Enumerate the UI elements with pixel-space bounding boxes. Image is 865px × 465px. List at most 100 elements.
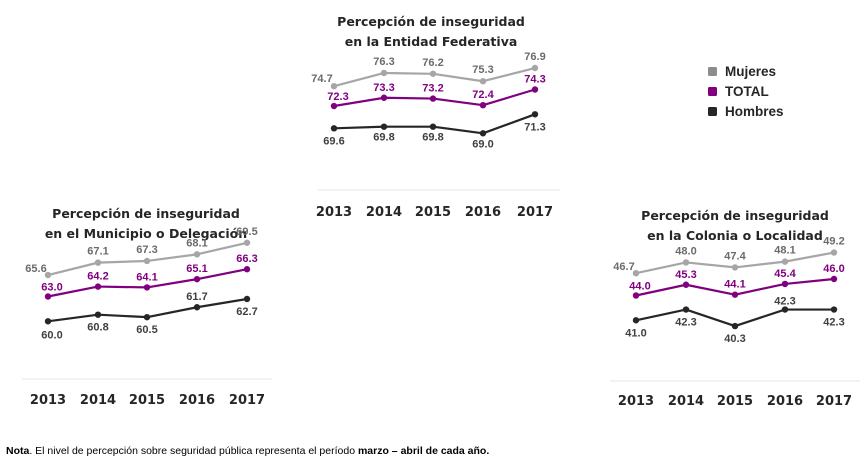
data-point [330, 82, 338, 90]
chart-entidad-federativa: Percepción de inseguridad en la Entidad … [311, 14, 560, 220]
note-lead: Nota [6, 445, 30, 457]
x-tick-label: 2017 [229, 393, 265, 408]
series-hombres: 41.0 42.3 40.3 42.3 42.3 [625, 296, 844, 346]
data-label: 49.2 [823, 236, 844, 248]
x-tick-label: 2013 [316, 205, 352, 220]
data-label: 65.1 [186, 263, 207, 275]
data-point [243, 295, 251, 303]
x-tick-label: 2015 [129, 393, 165, 408]
data-point [44, 271, 52, 279]
legend-label: Mujeres [725, 64, 776, 79]
data-label: 67.1 [87, 246, 108, 258]
data-label: 69.5 [236, 226, 257, 238]
series-total: 63.0 64.2 64.1 65.1 66.3 [41, 253, 258, 300]
x-tick-label: 2013 [618, 394, 654, 409]
data-point [531, 64, 539, 72]
data-point [44, 318, 52, 325]
data-point [731, 264, 739, 271]
data-point [632, 269, 640, 277]
data-label: 60.0 [41, 329, 62, 341]
series-line-hombres [333, 113, 536, 135]
data-label: 67.3 [136, 244, 157, 256]
chart-title-line-1: Percepción de inseguridad [641, 208, 829, 223]
legend: Mujeres TOTAL Hombres [708, 64, 784, 119]
data-label: 46.7 [613, 261, 634, 273]
data-point [380, 123, 388, 130]
legend-label: Hombres [725, 104, 784, 119]
data-point [243, 239, 251, 246]
data-label: 76.9 [524, 51, 545, 63]
data-label: 72.3 [327, 91, 348, 103]
legend-label: TOTAL [725, 84, 769, 99]
x-tick-label: 2014 [668, 394, 704, 409]
x-tick-label: 2015 [717, 394, 753, 409]
data-label: 42.3 [675, 317, 696, 329]
data-point [830, 249, 838, 256]
data-point [731, 291, 739, 298]
data-label: 68.1 [186, 237, 207, 249]
data-point [429, 95, 437, 102]
data-label: 40.3 [724, 333, 745, 345]
chart-title-line-2: en la Entidad Federativa [345, 34, 518, 49]
series-mujeres: 65.6 67.1 67.3 68.1 69.5 [25, 226, 258, 279]
series-hombres: 60.0 60.8 60.5 61.7 62.7 [41, 291, 257, 341]
data-label: 69.8 [373, 132, 394, 144]
data-label: 75.3 [472, 64, 493, 76]
data-label: 66.3 [236, 253, 257, 265]
data-point [781, 258, 789, 265]
data-label: 60.8 [87, 322, 108, 334]
data-label: 74.7 [311, 73, 332, 85]
data-label: 71.3 [524, 121, 545, 133]
data-label: 64.2 [87, 271, 108, 283]
data-label: 42.3 [774, 296, 795, 308]
legend-swatch [708, 67, 717, 76]
note-emphasis: marzo – abril de cada año. [357, 445, 490, 457]
data-point [94, 259, 102, 266]
data-point [682, 259, 690, 266]
legend-item-mujeres: Mujeres [708, 64, 776, 79]
chart-municipio-delegacion: Percepción de inseguridad en el Municipi… [22, 206, 272, 408]
x-tick-label: 2017 [816, 394, 852, 409]
data-point [682, 281, 690, 288]
data-label: 44.1 [724, 279, 745, 291]
data-label: 61.7 [186, 291, 207, 303]
chart-colonia-localidad: Percepción de inseguridad en la Colonia … [610, 208, 860, 409]
data-label: 69.0 [472, 138, 493, 150]
data-label: 42.3 [823, 317, 844, 329]
legend-item-hombres: Hombres [708, 104, 784, 119]
data-label: 44.0 [629, 281, 650, 293]
data-label: 46.0 [823, 263, 844, 275]
data-point [781, 280, 789, 288]
x-tick-label: 2016 [179, 393, 215, 408]
note-text: . El nivel de percepción sobre seguridad… [29, 445, 358, 457]
series-total: 44.0 45.3 44.1 45.4 46.0 [629, 263, 845, 299]
data-point [44, 293, 52, 300]
x-tick-label: 2016 [767, 394, 803, 409]
data-point [380, 94, 388, 101]
chart-title-line-2: en la Colonia o Localidad [647, 228, 823, 243]
series-mujeres: 46.7 48.0 47.4 48.1 49.2 [613, 236, 845, 277]
legend-item-total: TOTAL [708, 84, 769, 99]
data-point [193, 275, 201, 283]
x-tick-label: 2014 [366, 205, 402, 220]
data-label: 76.2 [422, 57, 443, 69]
data-label: 73.2 [422, 83, 443, 95]
data-point [531, 111, 539, 118]
data-point [94, 283, 102, 290]
data-point [94, 311, 102, 318]
data-point [243, 266, 251, 273]
series-mujeres: 74.7 76.3 76.2 75.3 76.9 [311, 51, 546, 90]
x-tick-label: 2014 [80, 393, 116, 408]
data-point [479, 130, 487, 137]
x-tick-label: 2015 [415, 205, 451, 220]
series-total: 72.3 73.3 73.2 72.4 74.3 [327, 73, 546, 110]
data-point [830, 306, 838, 313]
data-label: 72.4 [472, 89, 494, 101]
data-point [781, 306, 789, 313]
data-label: 63.0 [41, 282, 62, 294]
x-tick-label: 2017 [517, 205, 553, 220]
data-label: 48.1 [774, 245, 795, 257]
data-label: 45.3 [675, 269, 696, 281]
data-point [330, 102, 338, 110]
